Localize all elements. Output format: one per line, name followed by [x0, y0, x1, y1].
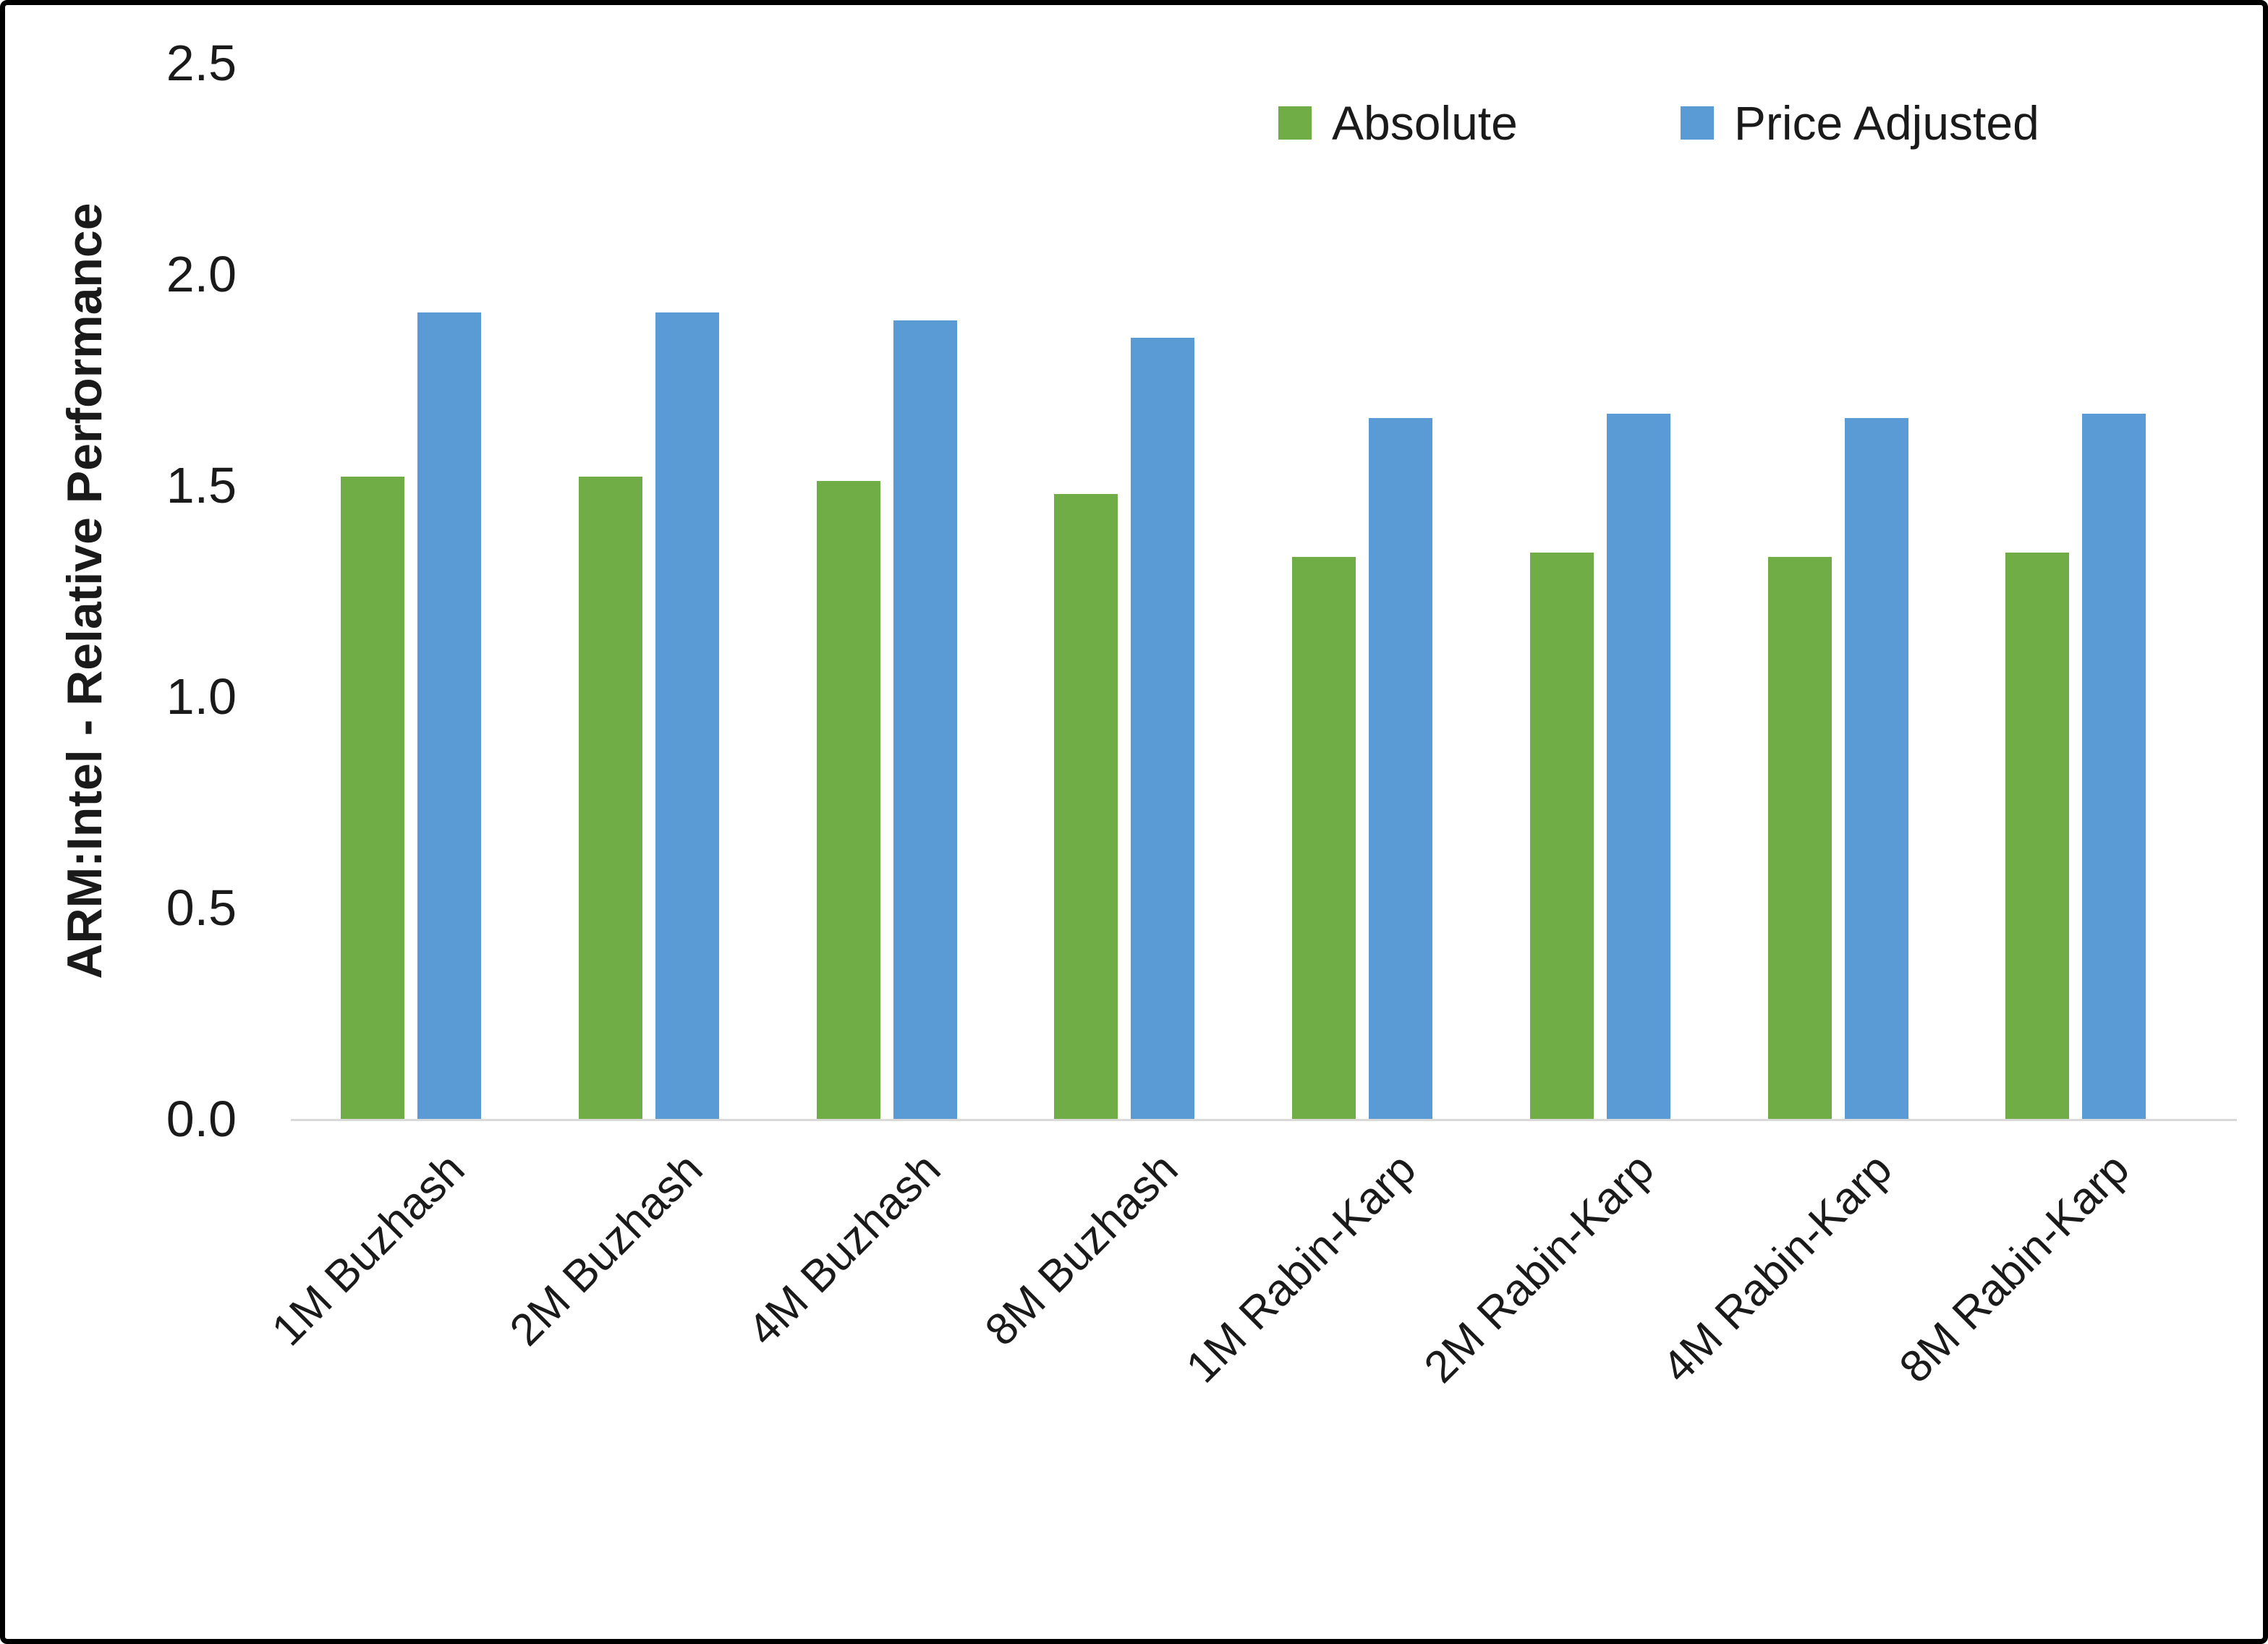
bar-absolute: [1054, 493, 1118, 1119]
legend-swatch-price-adjusted: [1680, 106, 1714, 140]
bar-price-adjusted: [655, 312, 719, 1119]
legend-label-price-adjusted: Price Adjusted: [1733, 96, 2039, 150]
y-tick-label: 2.5: [166, 35, 237, 91]
bar-absolute: [1767, 557, 1832, 1119]
chart-legend: Absolute Price Adjusted: [1278, 99, 2039, 147]
bar-price-adjusted: [417, 312, 481, 1119]
bar-price-adjusted: [1844, 417, 1908, 1119]
legend-swatch-absolute: [1278, 106, 1312, 140]
bar-price-adjusted: [1131, 337, 1195, 1119]
bar-absolute: [2005, 553, 2070, 1119]
bar-price-adjusted: [1369, 417, 1432, 1119]
bar-price-adjusted: [1606, 413, 1670, 1119]
bar-absolute: [1529, 553, 1594, 1119]
x-axis-line: [291, 1119, 2237, 1121]
bar-price-adjusted: [2082, 413, 2146, 1119]
legend-item-price-adjusted: Price Adjusted: [1680, 96, 2039, 150]
legend-label-absolute: Absolute: [1332, 96, 1518, 150]
bar-price-adjusted: [893, 320, 957, 1119]
bar-absolute: [341, 477, 404, 1119]
bar-absolute: [1292, 557, 1356, 1119]
y-tick-label: 2.0: [166, 246, 237, 302]
y-tick-label: 1.5: [166, 457, 237, 514]
y-tick-label: 0.0: [166, 1091, 237, 1147]
bar-absolute: [816, 481, 880, 1119]
legend-item-absolute: Absolute: [1278, 99, 1518, 147]
bar-absolute: [578, 477, 642, 1119]
plot-area: 0.0 0.5 1.0 1.5 2.0 2.5 1M Buzhash 2M Buzhash 4M…: [5, 5, 2263, 1639]
y-tick-label: 0.5: [166, 880, 237, 936]
y-tick-label: 1.0: [166, 668, 237, 725]
